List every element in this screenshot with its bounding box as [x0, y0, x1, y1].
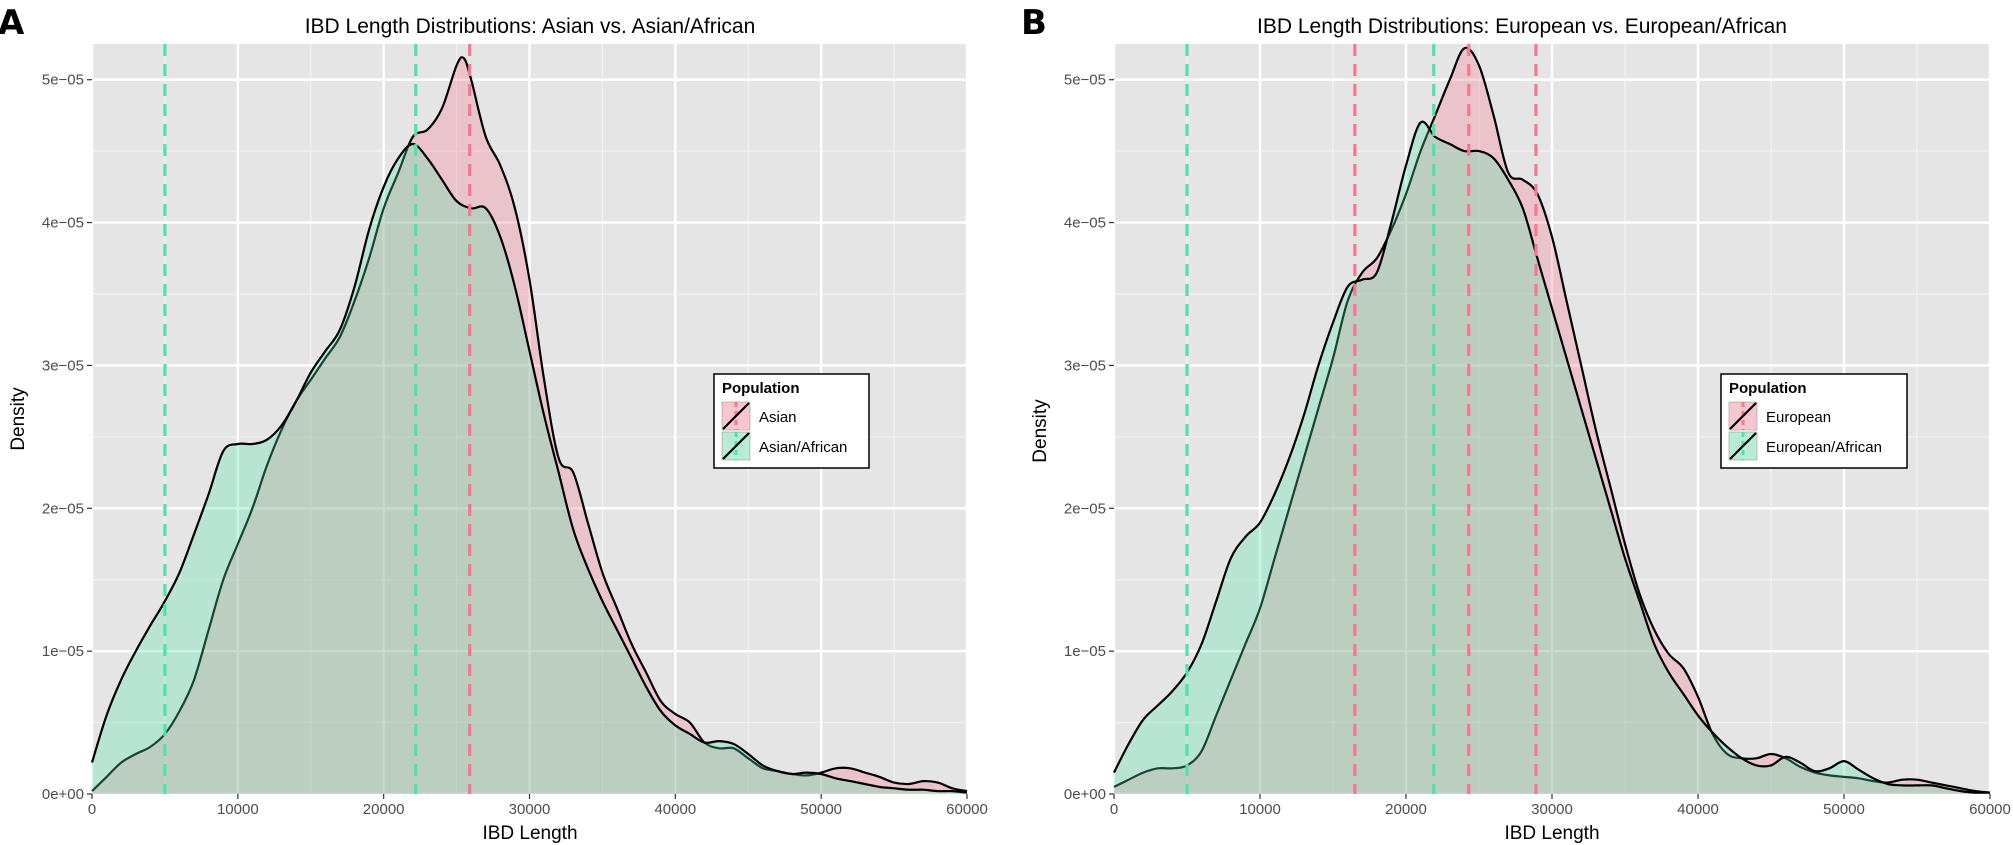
x-tick-label: 20000 — [363, 801, 405, 818]
panel-a-y-axis-title: Density — [8, 387, 29, 451]
panel-b-legend: Population European European/African — [1720, 373, 1908, 469]
panel-b: B IBD Length Distributions: European vs.… — [1021, 3, 2011, 844]
panel-b-legend-key-european — [1728, 401, 1758, 431]
panel-b-x-axis-title: IBD Length — [1504, 823, 1599, 844]
density-area-european — [1114, 47, 1990, 795]
y-tick-label: 2e−05 — [42, 500, 84, 517]
legend-key-asian-african-diagonal — [722, 432, 750, 460]
panel-a-mean-lines — [163, 44, 472, 794]
y-tick-label: 0e+00 — [42, 786, 84, 803]
y-tick-label: 0e+00 — [1064, 786, 1106, 803]
panel-a-legend-label-asian-african: Asian/African — [759, 439, 847, 456]
panel-b-title: IBD Length Distributions: European vs. E… — [1257, 15, 1787, 38]
y-tick-label: 1e−05 — [42, 643, 84, 660]
x-tick-label: 60000 — [1969, 801, 2011, 818]
legend-key-european-diagonal — [1729, 402, 1757, 430]
panel-b-x-axis: 0 10000 20000 30000 40000 50000 60000 — [1110, 794, 2011, 818]
panel-a: A IBD Length Distributions: Asian vs. As… — [0, 3, 988, 844]
panel-a-legend-label-asian: Asian — [759, 409, 797, 426]
y-tick-label: 3e−05 — [1064, 357, 1106, 374]
panel-b-legend-label-european: European — [1766, 409, 1831, 426]
x-tick-label: 40000 — [654, 801, 696, 818]
x-tick-label: 0 — [88, 801, 96, 818]
x-tick-label: 60000 — [946, 801, 988, 818]
density-area-asian — [92, 57, 967, 795]
panel-a-legend: Population Asian Asian/African — [713, 373, 870, 469]
panel-b-legend-key-european-african — [1728, 431, 1758, 461]
y-tick-label: 3e−05 — [42, 357, 84, 374]
y-tick-label: 4e−05 — [42, 215, 84, 232]
panel-a-title: IBD Length Distributions: Asian vs. Asia… — [305, 15, 756, 38]
panel-b-y-axis-title: Density — [1030, 399, 1051, 463]
panel-a-y-axis: 0e+00 1e−05 2e−05 3e−05 4e−05 5e−05 — [42, 72, 92, 803]
density-area-european-african — [1114, 121, 1990, 794]
panel-a-x-axis-title: IBD Length — [482, 823, 577, 844]
density-line-asian-african — [90, 142, 968, 794]
legend-key-asian-diagonal — [722, 402, 750, 430]
panel-a-x-axis: 0 10000 20000 30000 40000 50000 60000 — [88, 794, 988, 818]
panel-a-legend-key-asian-african — [721, 431, 751, 461]
x-tick-label: 30000 — [1531, 801, 1573, 818]
panel-b-letter: B — [1021, 3, 1047, 43]
panel-b-marks — [1113, 46, 1991, 795]
panel-a-legend-title: Population — [722, 380, 800, 397]
density-line-european-african — [1113, 120, 1991, 794]
x-tick-label: 50000 — [1823, 801, 1865, 818]
x-tick-label: 0 — [1110, 801, 1118, 818]
density-line-european — [1113, 46, 1991, 794]
y-tick-label: 5e−05 — [1064, 72, 1106, 89]
panel-b-y-axis: 0e+00 1e−05 2e−05 3e−05 4e−05 5e−05 — [1064, 72, 1114, 803]
panel-b-mean-lines — [1185, 44, 1538, 794]
y-tick-label: 2e−05 — [1064, 500, 1106, 517]
panel-b-legend-label-european-african: European/African — [1766, 439, 1882, 456]
x-tick-label: 10000 — [1239, 801, 1281, 818]
panel-a-marks — [90, 56, 968, 795]
x-tick-label: 10000 — [217, 801, 259, 818]
x-tick-label: 30000 — [509, 801, 551, 818]
x-tick-label: 50000 — [800, 801, 842, 818]
x-tick-label: 20000 — [1385, 801, 1427, 818]
y-tick-label: 1e−05 — [1064, 643, 1106, 660]
legend-key-european-african-diagonal — [1729, 432, 1757, 460]
x-tick-label: 40000 — [1677, 801, 1719, 818]
y-tick-label: 5e−05 — [42, 72, 84, 89]
y-tick-label: 4e−05 — [1064, 215, 1106, 232]
density-area-asian-african — [92, 144, 967, 794]
panel-a-legend-key-asian — [721, 401, 751, 431]
panel-b-legend-title: Population — [1729, 380, 1807, 397]
panel-a-letter: A — [0, 3, 25, 43]
